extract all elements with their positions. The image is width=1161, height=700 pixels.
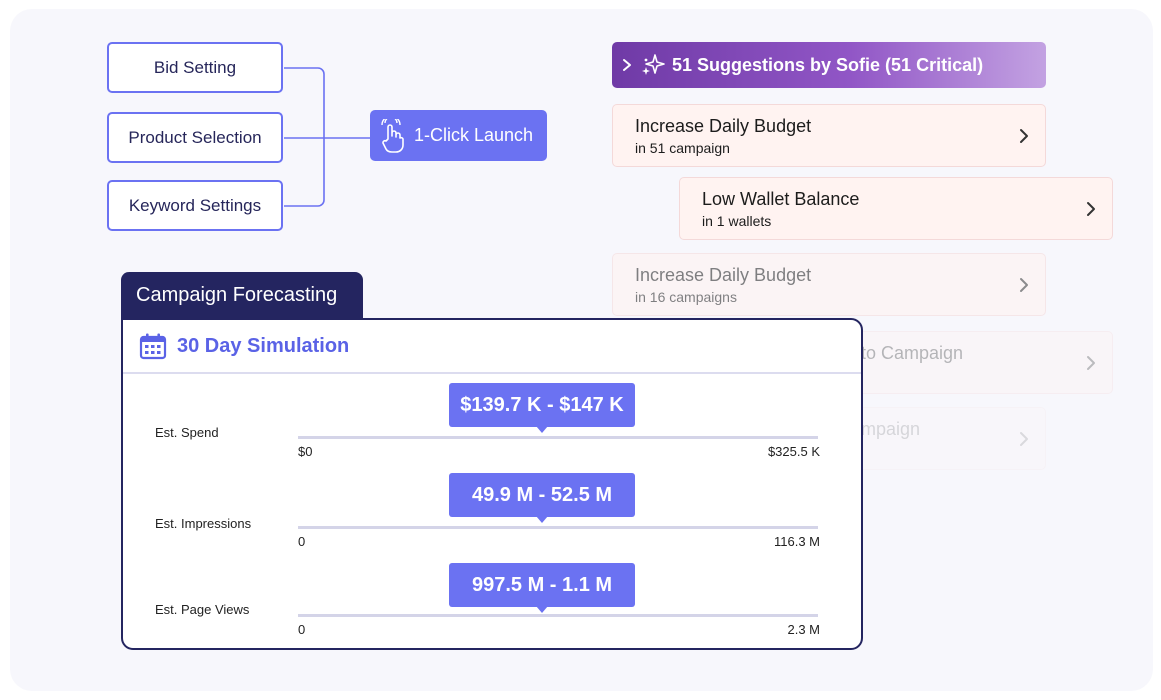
impressions-min-label: 0 (298, 534, 306, 549)
page-views-max-label: 2.3 M (787, 622, 820, 637)
product-selection-label: Product Selection (128, 127, 262, 147)
card-title: mpaign (861, 419, 921, 439)
impressions-range-bubble: 49.9 M - 52.5 M (449, 473, 635, 523)
keyword-settings-label: Keyword Settings (128, 195, 262, 215)
simulation-header: 30 Day Simulation (123, 320, 861, 374)
spend-min-label: $0 (298, 444, 313, 459)
card-title: to Campaign (861, 343, 964, 363)
sparkle-icon (642, 54, 665, 75)
chevron-right-icon (623, 59, 631, 71)
chevron-right-icon (1087, 356, 1095, 370)
suggestion-card-increase-budget[interactable]: Increase Daily Budget in 51 campaign (612, 104, 1046, 167)
card-subtitle: in 1 wallets (702, 213, 772, 229)
metric-label-impressions: Est. Impressions (155, 516, 252, 531)
impressions-max-label: 116.3 M (773, 534, 820, 549)
suggestions-header[interactable]: 51 Suggestions by Sofie (51 Critical) (612, 42, 1046, 88)
chevron-right-icon (1020, 278, 1028, 292)
one-click-launch-button[interactable]: 1-Click Launch (370, 110, 547, 161)
card-title: Increase Daily Budget (635, 116, 812, 136)
campaign-forecasting-tab[interactable]: Campaign Forecasting (121, 272, 363, 319)
card-subtitle: in 16 campaigns (635, 289, 737, 305)
workflow-connector-lines (284, 67, 370, 207)
calendar-icon (139, 333, 167, 360)
metric-label-spend: Est. Spend (155, 425, 219, 440)
page-views-range-bubble: 997.5 M - 1.1 M (449, 563, 635, 613)
tab-title: Campaign Forecasting (136, 284, 338, 306)
keyword-settings-box[interactable]: Keyword Settings (107, 180, 283, 231)
launch-label: 1-Click Launch (414, 125, 534, 145)
page-views-min-label: 0 (298, 622, 306, 637)
suggestions-header-label: 51 Suggestions by Sofie (51 Critical) (672, 54, 984, 75)
spend-max-label: $325.5 K (767, 444, 820, 459)
chevron-right-icon (1020, 432, 1028, 446)
spend-range-bubble: $139.7 K - $147 K (449, 383, 635, 433)
simulation-label: 30 Day Simulation (177, 334, 350, 357)
card-title: Low Wallet Balance (702, 189, 860, 209)
chevron-right-icon (1087, 202, 1095, 216)
page-views-range-track (298, 614, 818, 617)
pointer-hand-icon (381, 118, 404, 153)
suggestion-card-increase-budget-2[interactable]: Increase Daily Budget in 16 campaigns (612, 253, 1046, 316)
card-subtitle: in 51 campaign (635, 140, 730, 156)
metric-label-page-views: Est. Page Views (155, 602, 250, 617)
chevron-right-icon (1020, 129, 1028, 143)
forecast-panel: 30 Day Simulation Est. Spend $139.7 K - … (121, 318, 863, 650)
impressions-range-track (298, 526, 818, 529)
product-selection-box[interactable]: Product Selection (107, 112, 283, 163)
bid-setting-box[interactable]: Bid Setting (107, 42, 283, 93)
spend-range-track (298, 436, 818, 439)
card-title: Increase Daily Budget (635, 265, 812, 285)
bid-setting-label: Bid Setting (153, 57, 237, 77)
suggestion-card-low-wallet[interactable]: Low Wallet Balance in 1 wallets (679, 177, 1113, 240)
